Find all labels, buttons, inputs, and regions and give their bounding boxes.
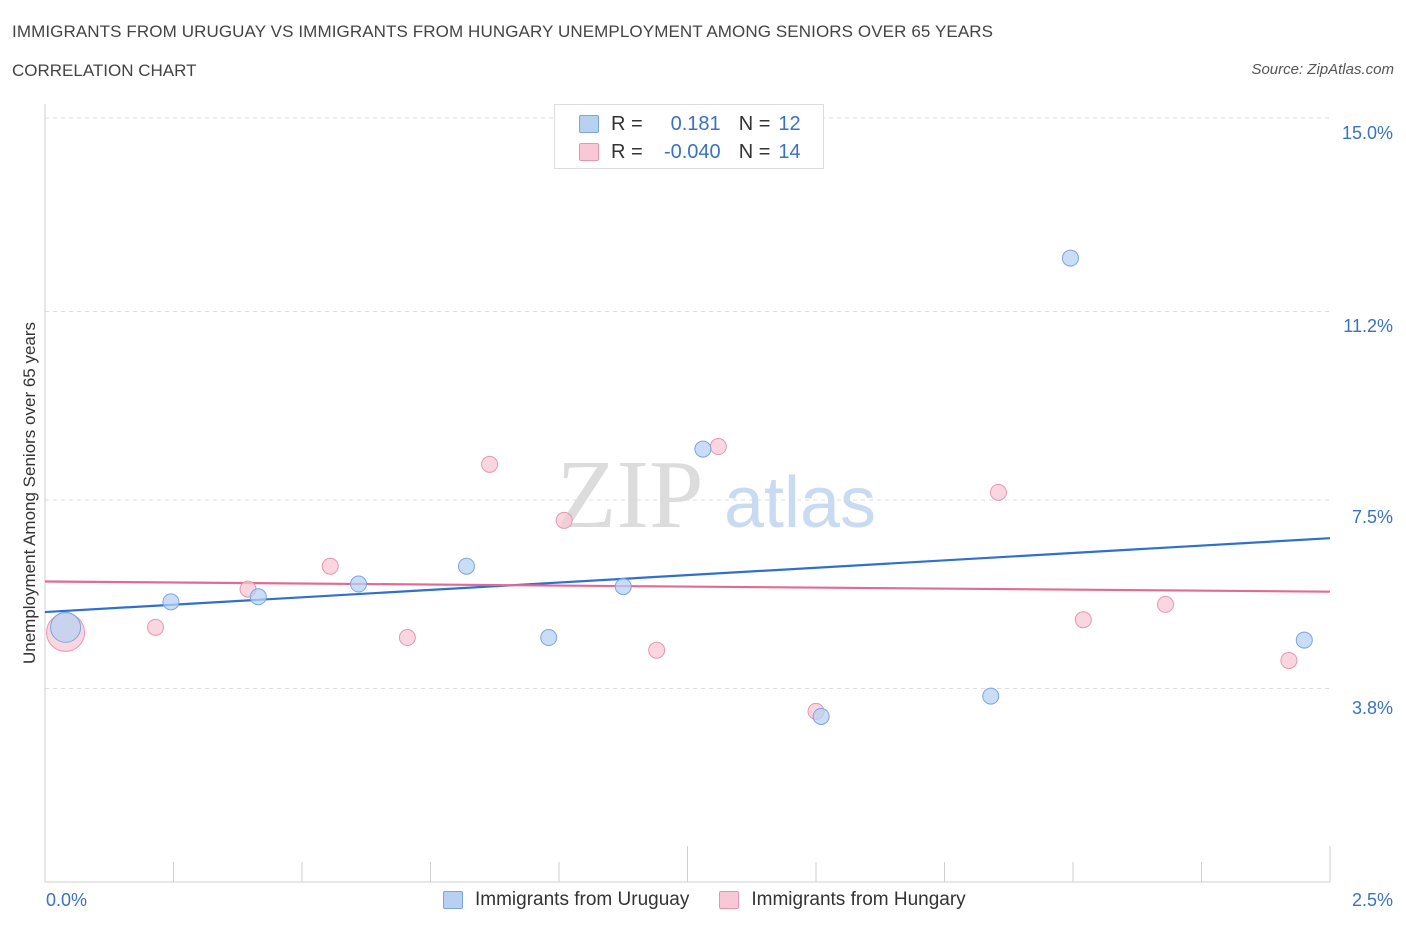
uruguay-point-8 bbox=[812, 707, 830, 725]
series-legend: Immigrants from Uruguay Immigrants from … bbox=[443, 889, 996, 911]
trend-lines bbox=[44, 537, 1331, 614]
source-label: Source: ZipAtlas.com bbox=[1251, 61, 1394, 78]
legend-row-hungary: R = -0.040 N = 14 bbox=[579, 139, 801, 165]
legend-swatch-uruguay bbox=[443, 891, 463, 909]
uruguay-point-5 bbox=[540, 629, 558, 647]
chart-subtitle: CORRELATION CHART bbox=[12, 61, 197, 80]
y-tick-label-3: 3.8% bbox=[1351, 698, 1393, 718]
uruguay-swatch bbox=[579, 115, 599, 133]
hungary-n-value: 14 bbox=[778, 140, 801, 163]
y-tick-label-15: 15.0% bbox=[1341, 123, 1393, 143]
grid-lines bbox=[45, 117, 1330, 689]
watermark-zip: ZIP bbox=[557, 441, 704, 549]
watermark: ZIP atlas bbox=[557, 441, 877, 549]
uruguay-point-7 bbox=[694, 440, 712, 458]
uruguay-point-0 bbox=[50, 611, 82, 643]
uruguay-point-9 bbox=[982, 687, 1000, 705]
stats-legend: R = 0.181 N = 12 R = -0.040 N = 14 bbox=[554, 104, 824, 169]
y-tick-label-7: 7.5% bbox=[1351, 507, 1393, 527]
hungary-point-10 bbox=[989, 483, 1007, 501]
y-tick-label-11: 11.2% bbox=[1343, 316, 1393, 336]
uruguay-point-1 bbox=[162, 593, 180, 611]
hungary-point-11 bbox=[1074, 611, 1092, 629]
hungary-point-5 bbox=[481, 455, 499, 473]
hungary-point-4 bbox=[398, 629, 416, 647]
hungary-point-13 bbox=[1280, 651, 1298, 669]
legend-row-uruguay: R = 0.181 N = 12 bbox=[579, 111, 801, 137]
uruguay-point-3 bbox=[350, 575, 368, 593]
x-tick-label-max: 2.5% bbox=[1351, 890, 1393, 910]
watermark-atlas: atlas bbox=[724, 463, 876, 543]
hungary-r-value: -0.040 bbox=[663, 140, 721, 163]
hungary-swatch bbox=[579, 143, 599, 161]
chart-title: IMMIGRANTS FROM URUGUAY VS IMMIGRANTS FR… bbox=[12, 22, 994, 41]
uruguay-point-10 bbox=[1061, 249, 1079, 267]
hungary-point-1 bbox=[147, 618, 165, 636]
legend-item-uruguay: Immigrants from Uruguay bbox=[443, 889, 689, 911]
hungary-n-label: N = bbox=[738, 140, 771, 163]
hungary-r-label: R = bbox=[611, 140, 643, 163]
x-tick-label-min: 0.0% bbox=[46, 890, 88, 910]
hungary-point-7 bbox=[648, 641, 666, 659]
legend-label-hungary: Immigrants from Hungary bbox=[751, 889, 966, 910]
uruguay-point-11 bbox=[1295, 631, 1313, 649]
legend-swatch-hungary bbox=[719, 891, 740, 909]
hungary-trend-line bbox=[44, 580, 1331, 593]
uruguay-point-6 bbox=[614, 578, 632, 596]
uruguay-trend-line bbox=[44, 537, 1331, 614]
data-points bbox=[46, 249, 1313, 725]
axes bbox=[44, 104, 1331, 883]
legend-item-hungary: Immigrants from Hungary bbox=[719, 889, 966, 911]
y-axis-label: Unemployment Among Seniors over 65 years bbox=[20, 321, 39, 665]
legend-label-uruguay: Immigrants from Uruguay bbox=[475, 889, 690, 910]
hungary-point-6 bbox=[555, 511, 573, 529]
uruguay-point-4 bbox=[457, 557, 475, 575]
uruguay-r-value: 0.181 bbox=[670, 112, 721, 135]
uruguay-n-label: N = bbox=[738, 112, 771, 135]
hungary-point-12 bbox=[1157, 595, 1175, 613]
hungary-point-3 bbox=[321, 557, 339, 575]
uruguay-n-value: 12 bbox=[778, 112, 801, 135]
hungary-point-8 bbox=[709, 438, 727, 456]
uruguay-point-2 bbox=[249, 588, 267, 606]
uruguay-r-label: R = bbox=[611, 112, 643, 135]
